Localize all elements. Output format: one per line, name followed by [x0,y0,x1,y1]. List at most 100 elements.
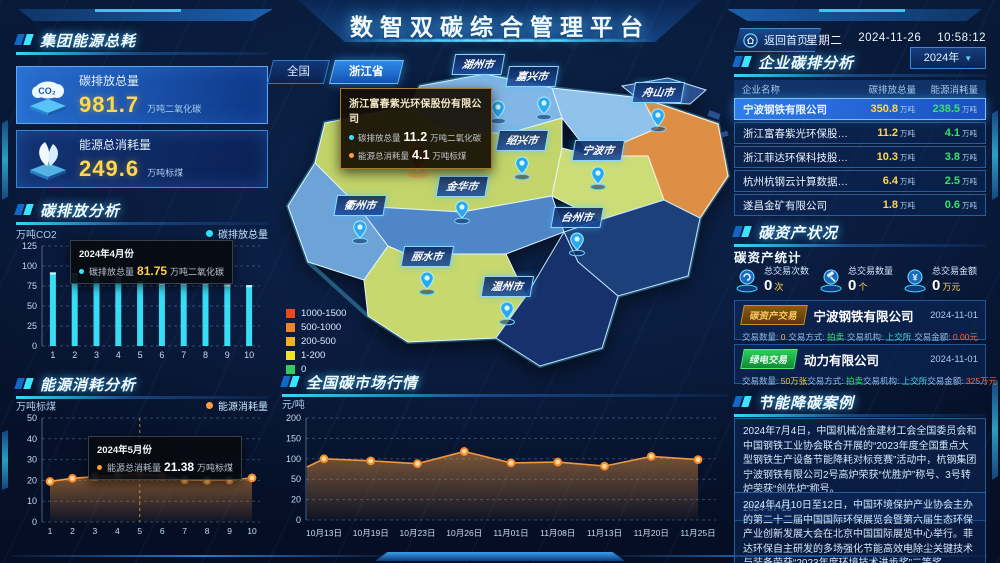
svg-text:11月01日: 11月01日 [493,528,528,538]
svg-text:10月13日: 10月13日 [306,528,342,538]
city-label: 绍兴市 [495,130,549,151]
transaction-card[interactable]: 绿电交易 动力有限公司 2024-11-01 交易数量: 50万张 交易方式: 拍… [734,344,997,386]
svg-text:50: 50 [291,474,301,484]
svg-text:11月08日: 11月08日 [540,528,575,538]
city-marker[interactable]: 绍兴市 [495,130,549,151]
section-title: 碳排放分析 [40,203,121,220]
svg-text:100: 100 [22,261,37,271]
svg-text:20: 20 [27,475,37,485]
city-marker[interactable]: 嘉兴市 [505,66,559,87]
svg-text:5: 5 [138,350,143,360]
emission-value: 6.4 [882,175,898,187]
back-home-button[interactable]: 返回首页 [734,28,821,52]
city-pin-icon[interactable] [454,200,471,230]
map-legend-item: 0 [286,364,346,375]
emission-value: 350.8 [870,103,898,115]
enterprise-table-row[interactable]: 杭州杭钢云计算数据中心有限公司 6.4万吨 2.5万吨 [734,170,986,192]
city-pin-icon[interactable] [650,108,667,138]
legend-dot-icon [206,230,213,237]
section-underline [734,414,986,417]
money-icon: ¥ [904,269,926,292]
legend-carbon-emission[interactable]: 碳排放总量 [206,226,268,241]
city-marker[interactable]: 丽水市 [400,246,454,267]
city-pin-icon[interactable] [536,96,553,126]
transaction-field: 交易方式: 拍卖 [788,332,845,342]
section-underline [282,394,728,397]
city-marker[interactable]: 衢州市 [333,195,387,216]
enterprise-table-row[interactable]: 遂昌金矿有限公司 1.8 万吨 0.6 万吨 [734,194,986,216]
transaction-card[interactable]: 碳资产交易 宁波钢铁有限公司 2024-11-01 交易数量: 0 交易方式: 拍… [734,300,986,342]
section-underline [734,244,986,247]
city-marker[interactable]: 宁波市 [571,140,625,161]
map-legend: 1000-1500 500-1000 200-500 1-200 0 [286,308,346,378]
svg-text:4: 4 [116,350,121,360]
enterprise-table-row[interactable]: 浙江富春紫光环保股份有限公司 11.2万吨 4.1万吨 [734,122,986,144]
svg-text:6: 6 [159,350,164,360]
carbon-chart-tooltip: 2024年4月份 碳排放总量 81.75 万吨二氧化碳 [70,240,234,284]
map-region-wenzhou[interactable] [495,230,619,367]
city-label: 嘉兴市 [505,66,559,87]
card-energy-total[interactable]: 能源总消耗量 249.6 万吨标煤 [16,130,268,188]
legend-energy-consumption[interactable]: 能源消耗量 [206,398,268,413]
weekday-label: 星期二 [806,35,843,47]
time-label: 10:58:12 [937,32,986,44]
asset-stat: ¥ 总交易金额 0 万元 [902,264,986,295]
svg-text:9: 9 [225,350,230,360]
city-pin-icon[interactable] [590,166,607,196]
city-marker[interactable]: 温州市 [480,276,534,297]
svg-text:6: 6 [160,526,165,536]
section-title: 碳资产状况 [758,225,839,242]
bottom-frame-line [608,555,988,557]
city-pin-icon[interactable] [419,271,436,301]
card-carbon-total[interactable]: CO₂ 碳排放总量 981.7 万吨二氧化碳 [16,66,268,124]
section-header-energy-analysis: 能源消耗分析 [14,374,268,399]
section-header-group-energy: 集团能源总耗 [14,30,268,55]
svg-text:3: 3 [93,526,98,536]
svg-text:11月20日: 11月20日 [634,528,669,538]
page-title: 数智双碳综合管理平台 [350,14,650,40]
stat-value: 0 [764,277,773,294]
city-pin-icon[interactable] [514,156,531,186]
stat-label: 总交易次数 [764,266,810,276]
tooltip-metric-row: 能源总消耗量 4.1 万吨标煤 [349,148,483,162]
svg-text:10: 10 [27,496,37,506]
energy-value: 2.5 [944,175,960,187]
svg-text:4: 4 [115,526,120,536]
enterprise-table-row[interactable]: 宁波钢铁有限公司 350.8 万吨 238.5 万吨 [734,98,986,120]
year-dropdown[interactable]: 2024年 ▼ [910,47,986,69]
assets-subtitle: 碳资产统计 [734,251,802,265]
map-legend-item: 1000-1500 [286,308,346,319]
svg-text:10月19日: 10月19日 [353,528,389,538]
y-axis-unit-label: 元/吨 [282,400,305,411]
section-header-carbon-assets: 碳资产状况 [732,222,986,247]
svg-text:0: 0 [32,341,37,351]
transaction-type-badge: 绿电交易 [740,349,798,369]
legend-swatch-icon [286,323,295,332]
case-card[interactable]: 2024年7月4日，中国机械冶金建材工会全国委员会和中国钢铁工业协会联合开展的“… [734,418,986,521]
city-pin-icon[interactable] [499,301,516,331]
city-marker[interactable]: 湖州市 [451,54,505,75]
energy-value: 4.1 [944,127,960,139]
city-marker[interactable]: 金华市 [435,176,489,197]
svg-text:40: 40 [27,434,37,444]
city-pin-icon[interactable] [569,232,586,262]
enterprise-table-row[interactable]: 浙江菲达环保科技股份有限公 10.3万吨 3.8万吨 [734,146,986,168]
map-company-tooltip: 浙江富春紫光环保股份有限公司 碳排放总量 11.2 万吨二氧化碳 能源总消耗量 4.1 万… [340,88,492,169]
transaction-type-badge: 碳资产交易 [740,305,808,325]
legend-swatch-icon [286,365,295,374]
title-band [297,0,703,42]
asset-stat: 总交易数量 0 个 [818,264,902,295]
carbon-market-line-chart[interactable]: 0 20 50 100 150 200 10月13日 10月19日 10月23日 10月26日 11… [276,408,728,542]
city-pin-icon[interactable] [490,100,507,130]
section-title: 企业碳排分析 [758,55,855,72]
city-label: 湖州市 [451,54,505,75]
city-marker[interactable]: 台州市 [550,207,604,228]
city-marker[interactable]: 舟山市 [631,82,685,103]
bottom-frame-line [12,555,392,557]
case-card[interactable]: 2024年4月10日至12日，中国环境保护产业协会主办的第二十二届中国国际环保展… [734,492,986,563]
city-pin-icon[interactable] [352,220,369,250]
enterprise-name: 杭州杭钢云计算数据中心有限公司 [743,175,853,188]
section-underline [16,52,268,55]
svg-text:2: 2 [72,350,77,360]
